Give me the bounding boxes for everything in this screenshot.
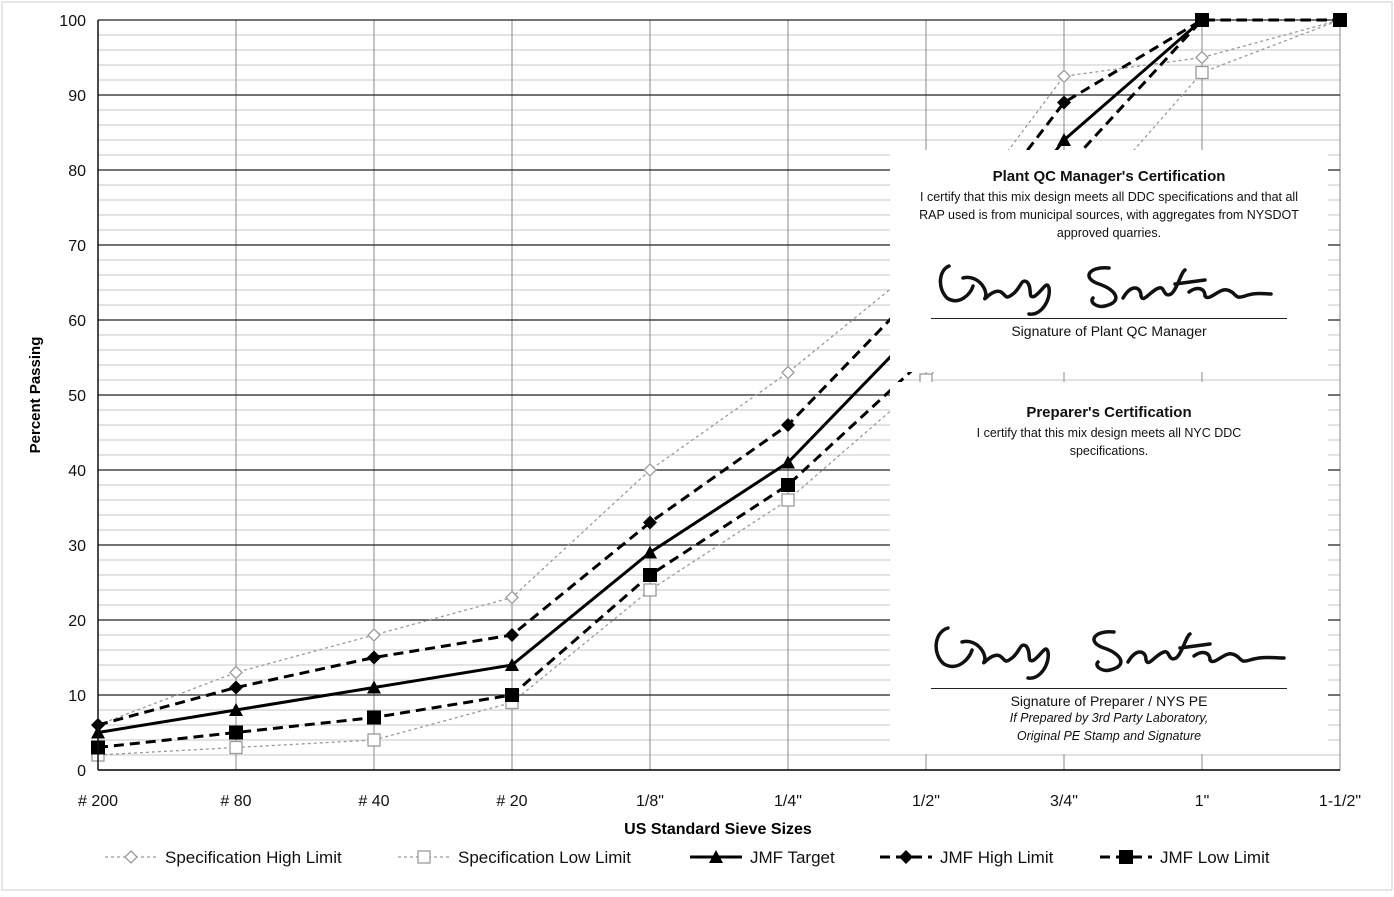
data-point-series-2 [229,703,243,716]
data-point-series-0 [643,463,657,477]
y-tick-label: 50 [68,388,86,405]
x-tick-label: 1/2" [912,793,940,810]
data-point-series-1 [643,583,657,597]
preparer-certification-title: Preparer's Certification [1026,404,1192,421]
data-point-series-3 [1057,95,1071,110]
data-point-series-4 [229,725,243,740]
legend-label: JMF Low Limit [1160,848,1270,867]
data-point-series-4 [1333,13,1347,27]
data-point-series-4 [367,710,381,725]
data-point-series-0 [367,628,381,642]
y-tick-label: 10 [68,688,86,705]
data-point-series-0 [781,365,795,380]
x-tick-label: # 20 [496,793,527,810]
preparer-certification-body: I certify that this mix design meets all… [976,426,1242,458]
y-tick-label: 60 [68,313,86,330]
y-tick-label: 100 [59,13,86,30]
data-point-series-3 [229,680,243,695]
data-point-series-2 [1057,133,1071,146]
y-tick-label: 80 [68,163,86,180]
series-line-4 [97,18,1340,749]
y-tick-label: 30 [68,538,86,555]
x-tick-label: # 40 [358,793,389,810]
legend-label: Specification Low Limit [458,848,631,867]
x-tick-label: 1-1/2" [1319,793,1361,810]
y-tick-label: 20 [68,613,86,630]
qc-certification-body: I certify that this mix design meets all… [919,190,1299,240]
data-point-series-2 [781,455,795,469]
x-tick-label: 1" [1195,793,1210,810]
data-point-series-4 [781,478,795,492]
data-point-series-2 [367,680,381,694]
x-tick-label: # 200 [78,793,118,810]
preparer-note-line-2: Original PE Stamp and Signature [1016,729,1202,743]
qc-certification-title: Plant QC Manager's Certification [992,168,1226,185]
legend: Specification High Limit Specification Lo… [105,848,1270,867]
series-line-1 [97,19,1341,756]
legend-swatch-marker [1119,850,1133,864]
y-tick-label: 0 [77,763,86,780]
legend-label: JMF Target [750,848,835,867]
data-point-series-3 [781,418,795,432]
y-tick-label: 70 [68,238,86,255]
preparer-signature-caption: Signature of Preparer / NYS PE [1010,693,1208,709]
x-tick-label: 1/8" [636,793,664,810]
x-tick-label: 1/4" [774,793,802,810]
series-line-3 [97,18,1340,727]
legend-swatch-marker [899,850,913,864]
data-point-series-4 [643,568,657,582]
legend-label: Specification High Limit [165,848,342,867]
legend-swatch-marker [709,850,723,863]
data-point-series-0 [1195,50,1209,65]
legend-label: JMF High Limit [940,848,1054,867]
x-axis-title: US Standard Sieve Sizes [624,821,812,838]
data-point-series-4 [505,688,519,702]
y-axis-title: Percent Passing [27,337,44,454]
data-point-series-1 [229,740,243,755]
legend-swatch-marker [417,850,431,864]
qc-signature-image [938,264,1273,316]
preparer-signature-image [934,626,1286,680]
data-point-series-4 [1195,13,1209,27]
qc-signature-line [931,318,1287,319]
data-point-series-3 [643,515,657,530]
legend-swatch-marker [124,850,138,864]
data-point-series-3 [505,628,519,642]
y-tick-label: 40 [68,463,86,480]
preparer-certification-box: Preparer's Certification I certify that … [890,382,1328,754]
preparer-note-line-1: If Prepared by 3rd Party Laboratory, [1009,711,1209,725]
data-point-series-3 [367,650,381,665]
data-point-series-1 [367,733,381,747]
data-point-series-2 [505,658,519,671]
qc-signature-caption: Signature of Plant QC Manager [1011,323,1207,339]
series-line-0 [97,19,1341,726]
data-point-series-0 [229,665,243,680]
data-point-series-0 [505,590,519,605]
qc-certification-box: Plant QC Manager's Certification I certi… [890,150,1328,372]
preparer-signature-line [931,688,1287,689]
x-tick-label: 3/4" [1050,793,1078,810]
data-point-series-1 [1195,65,1209,80]
data-point-series-2 [643,545,657,559]
y-tick-label: 90 [68,88,86,105]
data-point-series-0 [1057,69,1071,84]
data-point-series-1 [781,493,795,507]
x-tick-label: # 80 [220,793,251,810]
